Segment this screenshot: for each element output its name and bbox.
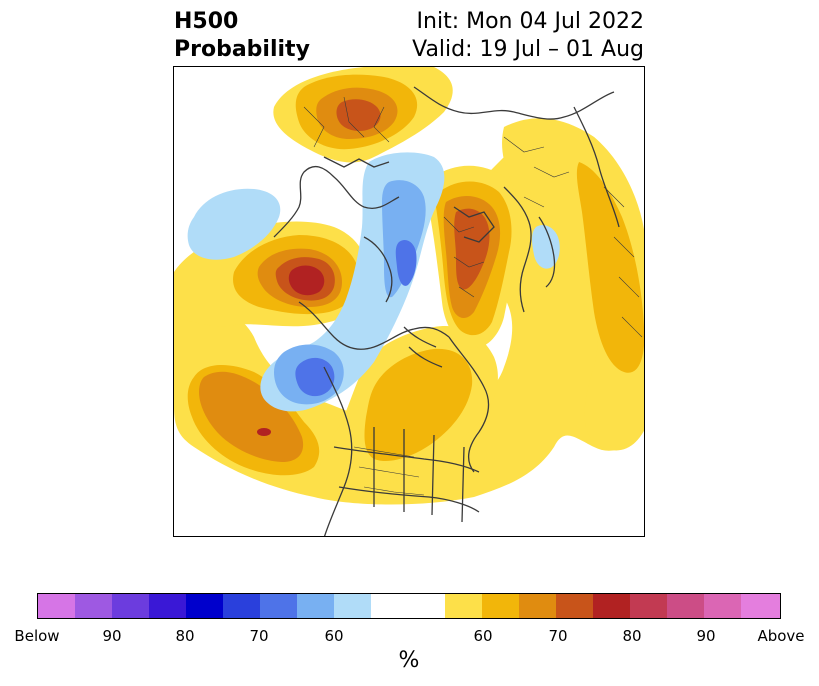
title-line-1: H500 [174, 9, 239, 34]
colorbar-tick-label: Above [757, 627, 805, 645]
below-65-region-center [382, 180, 426, 298]
above-80-spot-lower [257, 428, 271, 436]
below-60-region-right [532, 225, 560, 269]
chart-title: H500 Probability [174, 8, 310, 64]
below-70-region-center [395, 240, 417, 286]
colorbar-tick-label: 80 [175, 627, 195, 645]
coastlines [273, 86, 620, 536]
colorbar-swatch [630, 594, 667, 618]
colorbar-tick-label: 90 [102, 627, 122, 645]
colorbar-swatch [741, 594, 780, 618]
colorbar-tick-label: 70 [548, 627, 568, 645]
colorbar-swatch [260, 594, 297, 618]
colorbar-unit-label: % [398, 648, 420, 673]
colorbar-swatch [38, 594, 75, 618]
colorbar-swatch [519, 594, 556, 618]
colorbar-swatch [75, 594, 112, 618]
colorbar-swatch [408, 594, 445, 618]
title-line-2: Probability [174, 37, 310, 62]
colorbar-tick-label: 70 [249, 627, 269, 645]
above-65-region-right [576, 162, 644, 373]
colorbar-swatch [556, 594, 593, 618]
colorbar-swatch [593, 594, 630, 618]
colorbar-swatch [112, 594, 149, 618]
colorbar-tick-label: 60 [324, 627, 344, 645]
colorbar-swatch [482, 594, 519, 618]
colorbar-tick-label: Below [14, 627, 60, 645]
colorbar-swatch [186, 594, 223, 618]
above-70-region-lower [199, 371, 304, 462]
valid-period: Valid: 19 Jul – 01 Aug [412, 37, 644, 62]
probability-map [173, 66, 645, 537]
above-75-region-east [454, 208, 490, 290]
colorbar-tick-label: 80 [622, 627, 642, 645]
colorbar-swatch [667, 594, 704, 618]
colorbar-swatch [704, 594, 741, 618]
colorbar-tick-label: 60 [473, 627, 493, 645]
above-80-region-west [288, 265, 325, 296]
map-svg [174, 67, 644, 536]
above-65-region-center [364, 348, 473, 462]
colorbar-swatch [334, 594, 371, 618]
colorbar-tick-label: 90 [696, 627, 716, 645]
init-date: Init: Mon 04 Jul 2022 [416, 9, 644, 34]
colorbar-swatch [149, 594, 186, 618]
below-60-region-upper-left [187, 188, 281, 260]
country-borders [303, 96, 643, 496]
colorbar-swatch [371, 594, 408, 618]
above-75-region-top [336, 99, 381, 131]
colorbar-swatch [297, 594, 334, 618]
colorbar [37, 593, 781, 619]
forecast-dates: Init: Mon 04 Jul 2022 Valid: 19 Jul – 01… [412, 8, 644, 64]
colorbar-swatch [445, 594, 482, 618]
colorbar-swatch [223, 594, 260, 618]
